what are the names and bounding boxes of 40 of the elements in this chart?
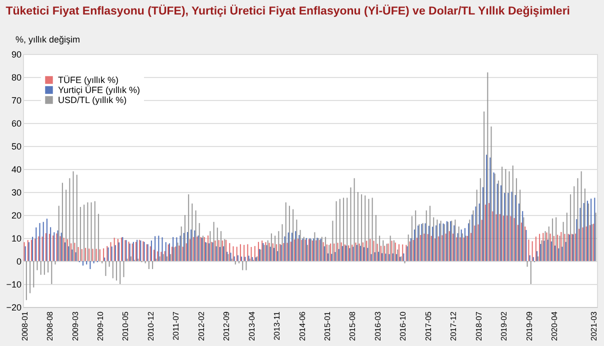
x-tick-label: 2012-09 [222,310,232,341]
x-tick-label: 2014-06 [298,310,307,341]
x-tick-label: 2008-08 [46,310,55,341]
legend-label: USD/TL (yıllık %) [58,95,127,105]
y-tick-label: 70 [11,96,22,106]
legend-label: TÜFE (yıllık %) [58,75,118,85]
y-tick-label: 0 [16,256,22,266]
x-tick-label: 2017-12 [449,310,458,341]
y-tick-label: 90 [11,50,22,60]
y-tick-label: 80 [11,72,22,82]
x-tick-label: 2010-05 [121,310,130,341]
y-axis-title: %, yıllık değişim [16,34,80,44]
x-tick-label: 2016-03 [373,310,382,341]
y-tick-label: 20 [11,210,22,220]
x-tick-label: 2010-12 [146,310,156,341]
y-tick-label: 40 [11,164,22,174]
y-tick-label: 60 [11,118,22,128]
x-tick-label: 2019-09 [524,310,534,341]
x-tick-label: 2015-08 [348,310,358,341]
y-tick-label: 10 [11,234,22,244]
x-tick-label: 2019-02 [500,310,509,341]
x-tick-label: 2009-10 [96,310,106,341]
x-tick-label: 2013-11 [272,310,282,340]
x-tick-label: 2008-01 [20,310,30,341]
y-tick-label: 30 [11,188,22,198]
x-tick-label: 2018-07 [474,310,484,341]
x-tick-label: 2017-05 [424,310,433,341]
x-tick-label: 2012-02 [196,310,206,341]
y-tick-label: −20 [6,302,22,312]
y-tick-label: 50 [11,142,22,152]
x-tick-label: 2009-03 [70,310,80,341]
x-tick-label: 2016-10 [398,310,408,341]
x-tick-label: 2021-03 [590,310,599,341]
x-tick-label: 2011-07 [172,310,181,340]
x-tick-label: 2020-04 [550,310,560,341]
chart-title: Tüketici Fiyat Enflasyonu (TÜFE), Yurtiçi Üretici Fiyat Enflasyonu (Yİ-ÜFE) ve Dolar/TL Yıllık Değişimleri [6,4,570,18]
x-tick-label: 2013-04 [247,310,256,341]
x-tick-label: 2015-01 [323,310,332,341]
y-tick-label: −10 [6,280,22,290]
legend-label: Yurtiçi ÜFE (yıllık %) [58,85,140,95]
